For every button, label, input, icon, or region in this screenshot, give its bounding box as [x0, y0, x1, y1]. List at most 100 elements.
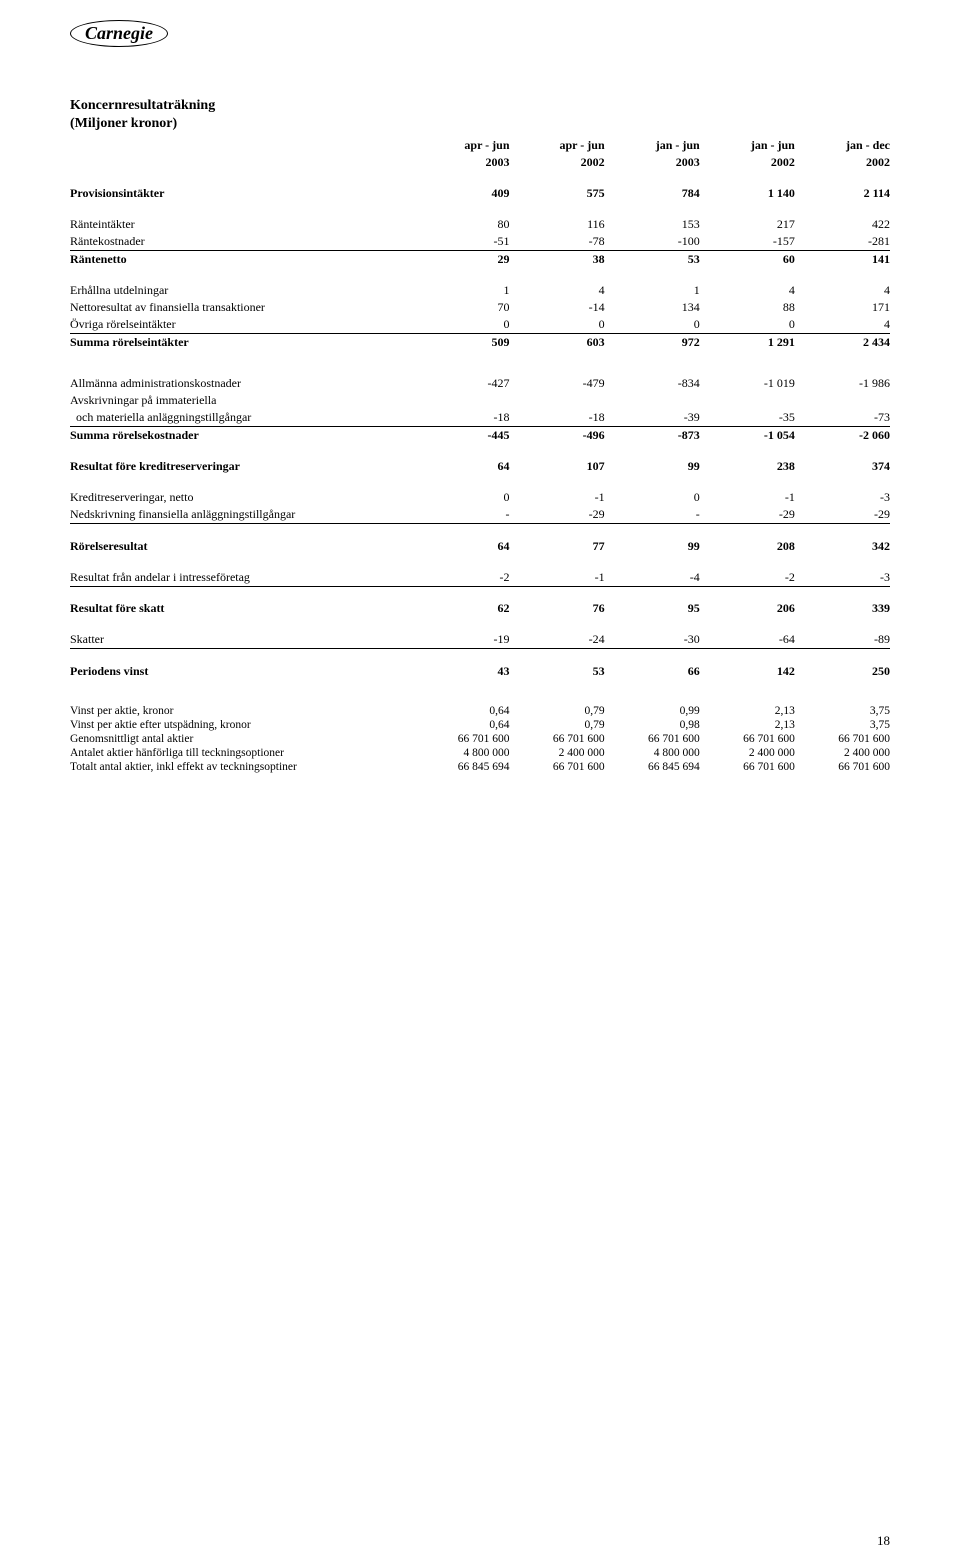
- cell: 217: [700, 216, 795, 233]
- row-nedskrivning: Nedskrivning finansiella anläggningstill…: [70, 506, 890, 524]
- cell: 0: [510, 316, 605, 334]
- label: Antalet aktier hänförliga till tecknings…: [70, 746, 414, 760]
- cell: -73: [795, 409, 890, 427]
- label: Övriga rörelseintäkter: [70, 316, 414, 334]
- cell: 3,75: [795, 718, 890, 732]
- label: Räntenetto: [70, 251, 414, 269]
- row-resultat-skatt: Resultat före skatt 62 76 95 206 339: [70, 600, 890, 617]
- cell: -39: [605, 409, 700, 427]
- cell: 603: [510, 334, 605, 352]
- cell: 206: [700, 600, 795, 617]
- cell: -479: [510, 375, 605, 392]
- cell: 2 434: [795, 334, 890, 352]
- cell: -2: [700, 569, 795, 587]
- cell: -1 019: [700, 375, 795, 392]
- cell: 250: [795, 663, 890, 680]
- cell: 208: [700, 538, 795, 555]
- label: Räntekostnader: [70, 233, 414, 251]
- cell: -3: [795, 489, 890, 506]
- cell: -445: [414, 427, 509, 445]
- row-vinst-per-aktie-utspadning: Vinst per aktie efter utspädning, kronor…: [70, 718, 890, 732]
- cell: 142: [700, 663, 795, 680]
- cell: 3,75: [795, 704, 890, 718]
- page-container: Carnegie Koncernresultaträkning (Miljone…: [0, 0, 960, 1565]
- cell: -3: [795, 569, 890, 587]
- cell: 0,98: [605, 718, 700, 732]
- cell: 38: [510, 251, 605, 269]
- row-allmanna: Allmänna administrationskostnader -427 -…: [70, 375, 890, 392]
- col3-period: jan - jun: [605, 137, 700, 154]
- label: Allmänna administrationskostnader: [70, 375, 414, 392]
- row-periodens-vinst: Periodens vinst 43 53 66 142 250: [70, 663, 890, 680]
- cell: 2 400 000: [795, 746, 890, 760]
- cell: 53: [510, 663, 605, 680]
- cell: -24: [510, 631, 605, 649]
- col2-period: apr - jun: [510, 137, 605, 154]
- cell: 1: [414, 282, 509, 299]
- cell: 43: [414, 663, 509, 680]
- cell: 66 701 600: [700, 760, 795, 774]
- label: Vinst per aktie, kronor: [70, 704, 414, 718]
- cell: 66: [605, 663, 700, 680]
- cell: 2 400 000: [510, 746, 605, 760]
- report-title: Koncernresultaträkning (Miljoner kronor): [70, 97, 890, 133]
- cell: -4: [605, 569, 700, 587]
- cell: 4 800 000: [414, 746, 509, 760]
- cell: 0,79: [510, 718, 605, 732]
- cell: 66 845 694: [414, 760, 509, 774]
- cell: 70: [414, 299, 509, 316]
- label: Resultat från andelar i intresseföretag: [70, 569, 414, 587]
- income-statement-table: apr - jun apr - jun jan - jun jan - jun …: [70, 137, 890, 774]
- cell: 0,64: [414, 704, 509, 718]
- col5-period: jan - dec: [795, 137, 890, 154]
- cell: -51: [414, 233, 509, 251]
- cell: 4: [700, 282, 795, 299]
- cell: -2 060: [795, 427, 890, 445]
- row-resultat-kredit: Resultat före kreditreserveringar 64 107…: [70, 458, 890, 475]
- row-totalt-aktier: Totalt antal aktier, inkl effekt av teck…: [70, 760, 890, 774]
- label: Summa rörelseintäkter: [70, 334, 414, 352]
- cell: -29: [510, 506, 605, 524]
- cell: 4 800 000: [605, 746, 700, 760]
- row-avskrivningar-l1: Avskrivningar på immateriella: [70, 392, 890, 409]
- cell: 141: [795, 251, 890, 269]
- cell: 64: [414, 458, 509, 475]
- cell: 60: [700, 251, 795, 269]
- cell: -30: [605, 631, 700, 649]
- row-ranteintakter: Ränteintäkter 80 116 153 217 422: [70, 216, 890, 233]
- cell: 4: [510, 282, 605, 299]
- label: Genomsnittligt antal aktier: [70, 732, 414, 746]
- cell: 62: [414, 600, 509, 617]
- cell: 2,13: [700, 704, 795, 718]
- cell: 116: [510, 216, 605, 233]
- cell: 1 140: [700, 185, 795, 202]
- col1-period: apr - jun: [414, 137, 509, 154]
- cell: -427: [414, 375, 509, 392]
- label: Erhållna utdelningar: [70, 282, 414, 299]
- header-year: 2003 2002 2003 2002 2002: [70, 154, 890, 171]
- cell: 0: [605, 316, 700, 334]
- cell: 422: [795, 216, 890, 233]
- label: Kreditreserveringar, netto: [70, 489, 414, 506]
- label: Resultat före skatt: [70, 600, 414, 617]
- row-nettoresultat: Nettoresultat av finansiella transaktion…: [70, 299, 890, 316]
- label: Totalt antal aktier, inkl effekt av teck…: [70, 760, 414, 774]
- cell: 342: [795, 538, 890, 555]
- label: Vinst per aktie efter utspädning, kronor: [70, 718, 414, 732]
- cell: -29: [795, 506, 890, 524]
- cell: 99: [605, 538, 700, 555]
- cell: 2 400 000: [700, 746, 795, 760]
- cell: 1: [605, 282, 700, 299]
- cell: 4: [795, 282, 890, 299]
- cell: 76: [510, 600, 605, 617]
- cell: 972: [605, 334, 700, 352]
- cell: 0,64: [414, 718, 509, 732]
- cell: 53: [605, 251, 700, 269]
- brand-logo: Carnegie: [70, 20, 168, 47]
- col1-year: 2003: [414, 154, 509, 171]
- row-skatter: Skatter -19 -24 -30 -64 -89: [70, 631, 890, 649]
- label: Rörelseresultat: [70, 538, 414, 555]
- cell: -35: [700, 409, 795, 427]
- col4-year: 2002: [700, 154, 795, 171]
- label: Provisionsintäkter: [70, 185, 414, 202]
